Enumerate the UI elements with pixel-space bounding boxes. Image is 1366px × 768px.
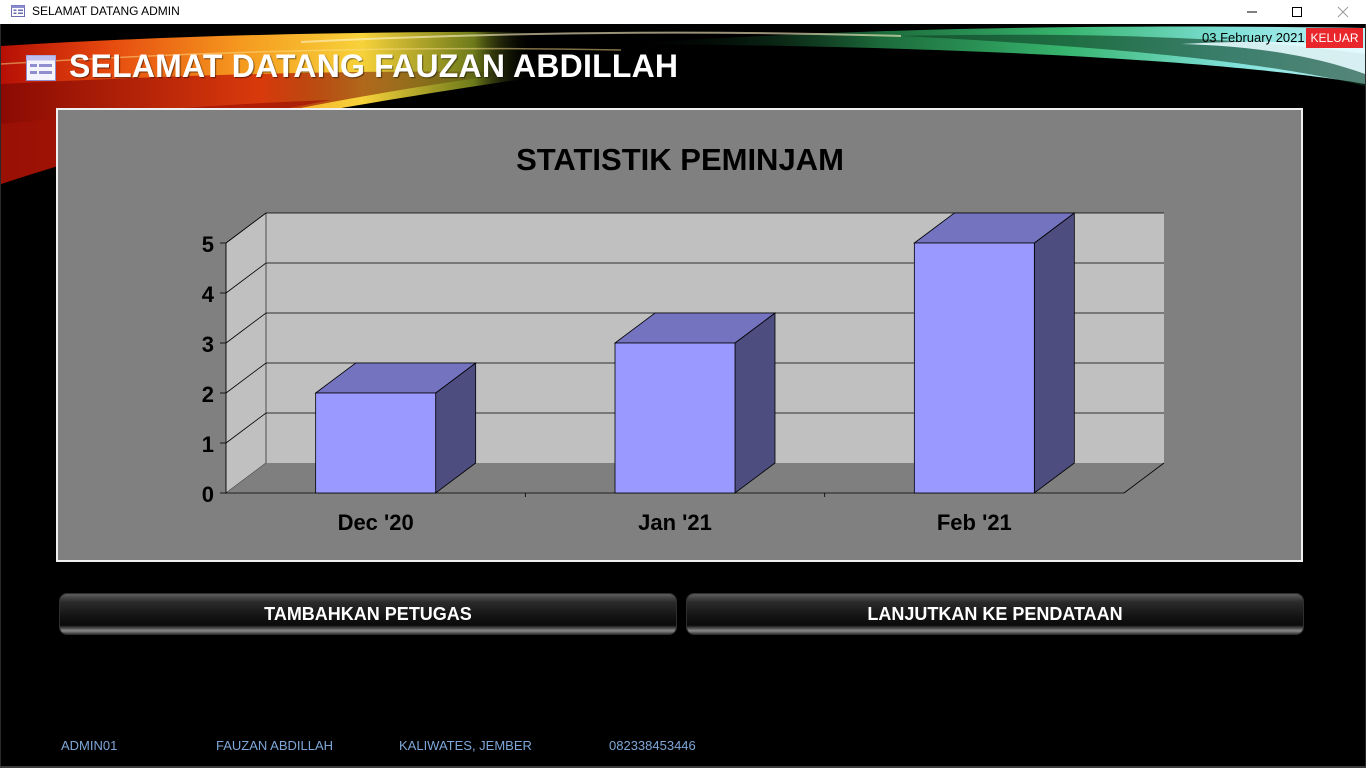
minimize-button[interactable] (1229, 0, 1275, 24)
maximize-button[interactable] (1274, 0, 1320, 24)
close-icon (1337, 6, 1349, 18)
y-tick-label: 4 (202, 282, 215, 307)
chart-panel: STATISTIK PEMINJAM 0 1 2 3 4 5 Dec '20 Jan '21 F… (56, 108, 1303, 562)
chart-side-wall (225, 212, 267, 494)
window-titlebar: SELAMAT DATANG ADMIN (0, 0, 1366, 24)
window-title: SELAMAT DATANG ADMIN (32, 4, 180, 18)
footer-user-name: FAUZAN ABDILLAH (216, 738, 334, 753)
logout-button[interactable]: KELUAR (1306, 28, 1363, 48)
x-tick-label: Dec '20 (338, 510, 414, 535)
bar-chart: STATISTIK PEMINJAM 0 1 2 3 4 5 Dec '20 Jan '21 F… (202, 142, 1165, 535)
footer-phone: 082338453446 (609, 738, 696, 753)
add-staff-button[interactable]: TAMBAHKAN PETUGAS (59, 593, 677, 635)
chart-gridline (225, 212, 1164, 244)
date-label: 03 February 2021 (1202, 30, 1305, 45)
y-tick-label: 2 (202, 382, 214, 407)
x-axis-depth-line (1123, 462, 1165, 494)
footer-user-id: ADMIN01 (61, 738, 118, 753)
chart-gridline (225, 412, 1164, 444)
bar-side-2 (1033, 212, 1075, 494)
bar-0 (315, 392, 437, 494)
maximize-icon (1292, 7, 1302, 17)
y-tick-label: 3 (202, 332, 214, 357)
window-border-left (0, 24, 1, 768)
chart-gridline (225, 362, 1164, 394)
x-tick-label: Feb '21 (937, 510, 1012, 535)
page-title: SELAMAT DATANG FAUZAN ABDILLAH (69, 48, 679, 84)
bar-2 (913, 242, 1035, 494)
form-icon (26, 55, 56, 81)
form-icon (11, 5, 25, 17)
chart-gridline (225, 262, 1164, 294)
bar-1 (614, 342, 736, 494)
chart-title: STATISTIK PEMINJAM (516, 142, 844, 177)
window-border-bottom (0, 766, 1366, 768)
y-tick-label: 5 (202, 232, 214, 257)
close-button[interactable] (1320, 0, 1366, 24)
x-tick-label: Jan '21 (638, 510, 712, 535)
chart-gridline (225, 312, 1164, 344)
y-tick-label: 1 (202, 432, 214, 457)
bar-side-1 (734, 312, 776, 494)
y-tick-label: 0 (202, 482, 214, 507)
footer-address: KALIWATES, JEMBER (399, 738, 532, 753)
minimize-icon (1247, 11, 1257, 13)
continue-to-data-entry-button[interactable]: LANJUTKAN KE PENDATAAN (686, 593, 1304, 635)
